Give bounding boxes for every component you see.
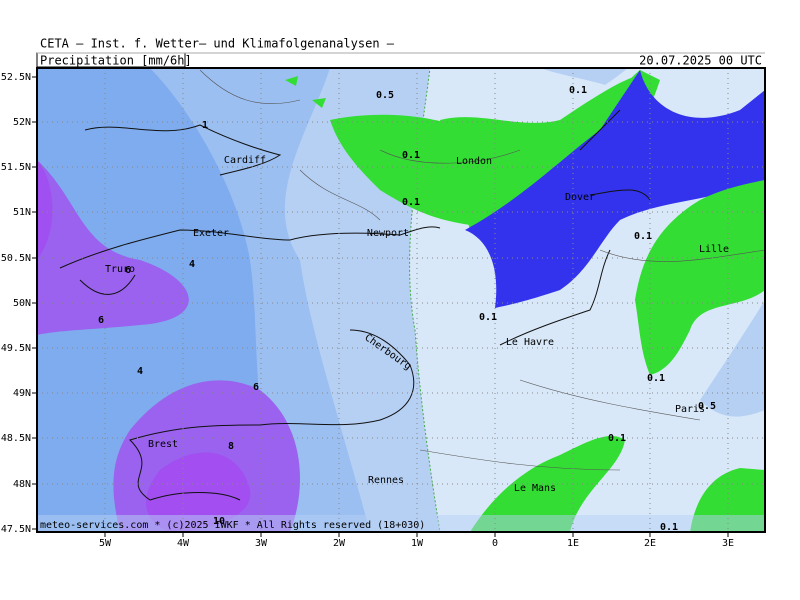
lat-label: 52.5N	[1, 72, 31, 83]
footer: meteo-services.com * (c)2025 IWKF * All …	[40, 520, 425, 531]
lat-label: 52N	[13, 117, 31, 128]
lon-label: 3E	[722, 538, 734, 549]
contour-label: 0.1	[647, 373, 665, 384]
lon-label: 2W	[333, 538, 346, 549]
city-label: Le Havre	[506, 337, 554, 348]
contour-label: 6	[98, 315, 104, 326]
valid-time: 20.07.2025 00 UTC	[639, 54, 762, 68]
lon-label: 1E	[567, 538, 579, 549]
contour-label: 0.1	[660, 522, 678, 533]
city-label: Lille	[699, 244, 729, 255]
lon-label: 0	[492, 538, 498, 549]
city-label: Paris	[675, 404, 705, 415]
lon-label: 2E	[644, 538, 656, 549]
contour-label: 0.5	[698, 401, 716, 412]
contour-label: 6	[253, 382, 259, 393]
lat-label: 50.5N	[1, 253, 31, 264]
contour-label: 4	[189, 259, 195, 270]
lat-label: 48N	[13, 479, 31, 490]
city-label: Exeter	[193, 228, 229, 239]
contour-label: 0.5	[376, 90, 394, 101]
city-label: Cardiff	[224, 155, 266, 166]
lon-label: 4W	[177, 538, 190, 549]
lat-label: 48.5N	[1, 433, 31, 444]
lon-label: 1W	[411, 538, 424, 549]
contour-label: 8	[228, 441, 234, 452]
lat-label: 49N	[13, 388, 31, 399]
contour-label: 0.1	[402, 197, 420, 208]
contour-label: 0.1	[569, 85, 587, 96]
city-label: Truro	[105, 264, 135, 275]
contour-label: 0.1	[479, 312, 497, 323]
city-label: Rennes	[368, 475, 404, 486]
city-label: Brest	[148, 439, 178, 450]
contour-label: 0.1	[634, 231, 652, 242]
lat-label: 49.5N	[1, 343, 31, 354]
lat-label: 51.5N	[1, 162, 31, 173]
city-label: Newport	[367, 228, 409, 239]
lon-label: 3W	[255, 538, 268, 549]
city-label: Le Mans	[514, 483, 556, 494]
contour-label: 4	[137, 366, 143, 377]
variable: Precipitation [mm/6h]	[40, 54, 192, 68]
city-label: London	[456, 156, 492, 167]
contour-label: 0.1	[402, 150, 420, 161]
contour-label: 10	[213, 516, 225, 527]
contour-label: 6	[125, 265, 131, 276]
contour-label: 0.1	[608, 433, 626, 444]
lat-label: 50N	[13, 298, 31, 309]
map-fields	[37, 68, 765, 532]
lat-label: 51N	[13, 207, 31, 218]
city-label: Dover	[565, 192, 595, 203]
lon-label: 5W	[99, 538, 112, 549]
lat-label: 47.5N	[1, 524, 31, 535]
institute: CETA – Inst. f. Wetter– und Klimafolgena…	[40, 37, 395, 51]
contour-label: 1	[202, 120, 208, 131]
map-frame	[36, 67, 766, 533]
